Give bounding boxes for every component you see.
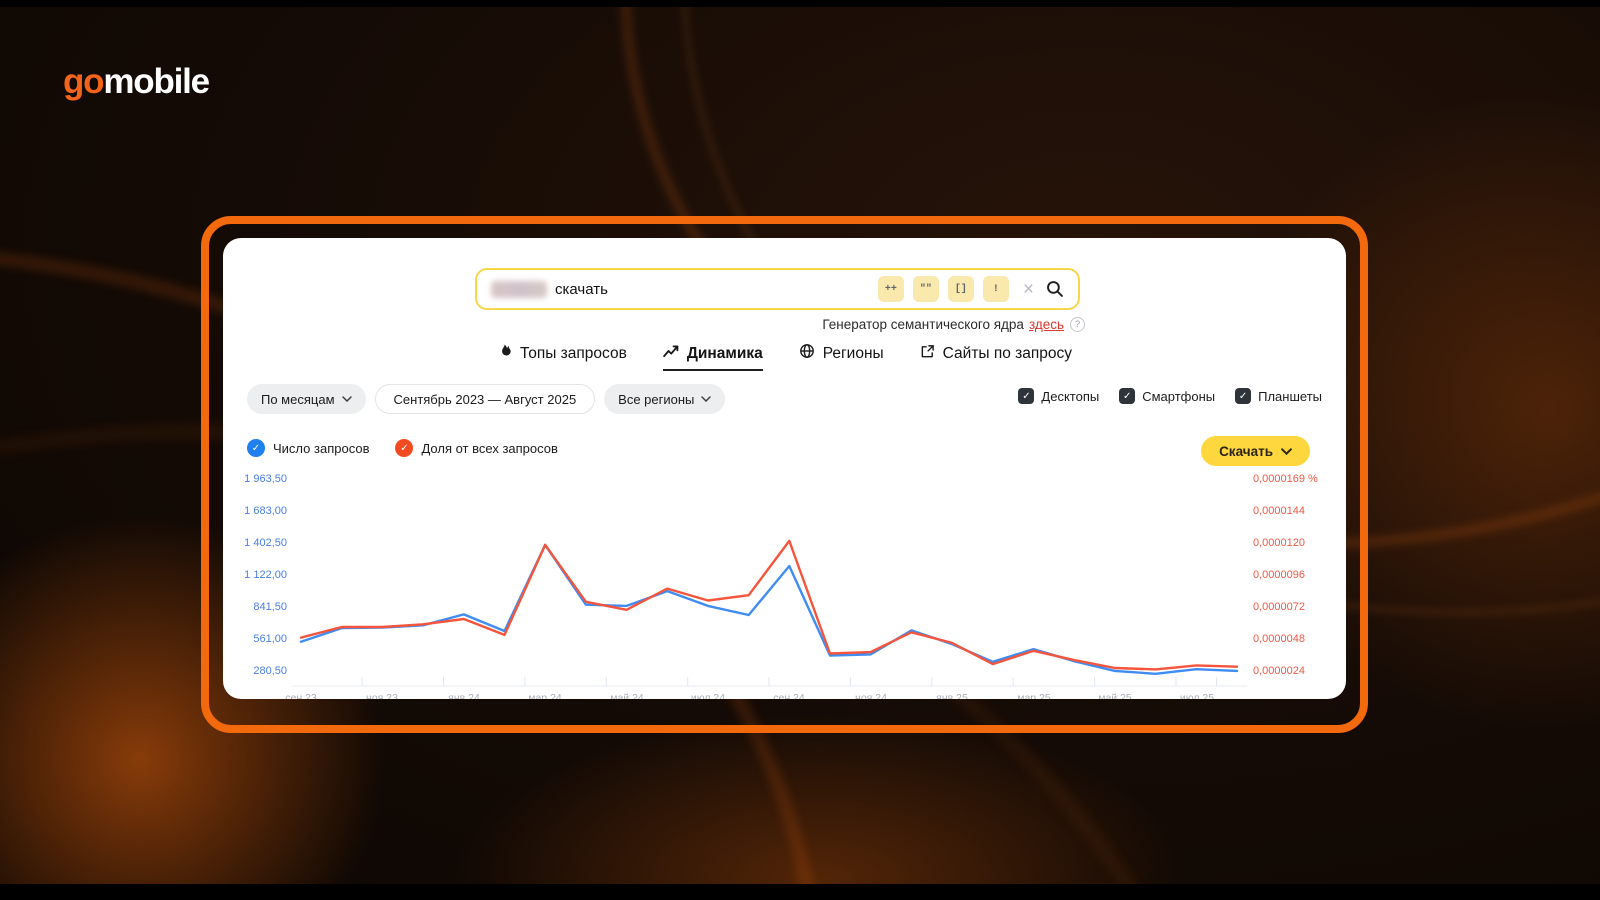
generator-link[interactable]: здесь — [1028, 317, 1064, 332]
left-axis-tick: 561,00 — [253, 633, 287, 645]
region-dropdown[interactable]: Все регионы — [604, 384, 726, 414]
x-axis-tick: май 25 — [1098, 692, 1132, 699]
search-icon[interactable] — [1046, 280, 1064, 298]
legend-query-count-toggle[interactable]: ✓ Число запросов — [247, 439, 369, 457]
filter-row: По месяцам Сентябрь 2023 — Август 2025 В… — [247, 384, 726, 414]
device-filters: ✓ Десктопы ✓ Смартфоны ✓ Планшеты — [1018, 388, 1322, 404]
x-axis-tick: мар 24 — [528, 692, 562, 699]
tab-dynamics[interactable]: Динамика — [662, 343, 763, 371]
checked-checkbox-icon: ✓ — [1119, 388, 1136, 404]
flame-icon — [497, 343, 512, 364]
right-axis-tick: 0,0000024 — [1253, 665, 1305, 677]
dynamics-chart-area: 1 963,50 1 683,00 1 402,50 1 122,00 841,… — [223, 470, 1346, 699]
tab-label: Топы запросов — [519, 344, 627, 362]
screenshot-frame: скачать ++ "" [] ! × Генератор семантиче… — [201, 216, 1368, 733]
right-axis-tick: 0,0000144 — [1253, 505, 1305, 517]
chevron-down-icon — [341, 396, 352, 402]
top-letterbox — [0, 0, 1600, 7]
download-button[interactable]: Скачать — [1201, 436, 1310, 466]
x-axis-tick: июл 24 — [690, 692, 726, 699]
search-input[interactable]: скачать ++ "" [] ! × — [475, 268, 1080, 310]
blue-check-icon: ✓ — [247, 439, 265, 457]
help-icon[interactable]: ? — [1070, 317, 1085, 332]
date-range-label: Сентябрь 2023 — Август 2025 — [393, 391, 577, 407]
checkbox-tablets[interactable]: ✓ Планшеты — [1235, 388, 1322, 404]
tab-label: Динамика — [686, 344, 763, 362]
chevron-down-icon — [701, 396, 712, 402]
x-axis-tick: ноя 24 — [855, 692, 887, 699]
left-axis-tick: 841,50 — [253, 601, 287, 613]
period-dropdown[interactable]: По месяцам — [247, 384, 366, 414]
device-label: Десктопы — [1041, 388, 1100, 404]
search-query-text: скачать — [555, 280, 608, 298]
semantic-core-generator-line: Генератор семантического ядра здесь ? — [822, 317, 1085, 332]
tab-label: Регионы — [822, 344, 884, 362]
x-axis-tick: июл 25 — [1179, 692, 1215, 699]
right-axis-tick: 0,0000120 — [1253, 537, 1305, 549]
globe-icon — [799, 343, 815, 364]
tab-top-queries[interactable]: Топы запросов — [497, 343, 627, 371]
generator-text: Генератор семантического ядра — [822, 317, 1024, 332]
operator-exclamation-button[interactable]: ! — [982, 276, 1009, 302]
left-axis-tick: 1 122,00 — [244, 569, 287, 581]
period-label: По месяцам — [261, 391, 335, 407]
left-axis-tick: 1 402,50 — [244, 537, 287, 549]
device-label: Планшеты — [1258, 388, 1322, 404]
red-check-icon: ✓ — [395, 439, 414, 457]
trend-icon — [663, 344, 679, 363]
tab-sites-by-query[interactable]: Сайты по запросу — [920, 343, 1072, 371]
chart-legend: ✓ Число запросов ✓ Доля от всех запросов — [247, 439, 558, 457]
x-axis-tick: сен 24 — [773, 692, 805, 699]
date-range-picker[interactable]: Сентябрь 2023 — Август 2025 — [374, 384, 596, 414]
chevron-down-icon — [1281, 447, 1292, 455]
right-axis-tick: 0,0000048 — [1253, 633, 1305, 645]
checkbox-desktops[interactable]: ✓ Десктопы — [1018, 388, 1099, 404]
tab-label: Сайты по запросу — [942, 344, 1073, 362]
download-label: Скачать — [1219, 443, 1273, 459]
operator-brackets-button[interactable]: [] — [947, 276, 974, 302]
tab-bar: Топы запросов Динамика Регионы Сайты по … — [223, 343, 1346, 371]
checkbox-smartphones[interactable]: ✓ Смартфоны — [1119, 388, 1215, 404]
x-axis-tick: янв 25 — [936, 692, 968, 699]
left-axis-tick: 280,50 — [253, 665, 287, 677]
device-label: Смартфоны — [1142, 388, 1216, 404]
right-axis-tick: 0,0000169 % — [1253, 473, 1318, 485]
checked-checkbox-icon: ✓ — [1235, 388, 1252, 404]
operator-quotes-button[interactable]: "" — [912, 276, 939, 302]
clear-icon[interactable]: × — [1022, 278, 1034, 300]
x-axis-tick: сен 23 — [285, 692, 317, 699]
x-axis-tick: янв 24 — [448, 692, 480, 699]
logo-mobile: mobile — [103, 62, 210, 101]
dynamics-line-chart[interactable] — [291, 470, 1247, 699]
x-axis-tick: ноя 23 — [366, 692, 398, 699]
checked-checkbox-icon: ✓ — [1018, 388, 1035, 404]
right-axis-tick: 0,0000072 — [1253, 601, 1305, 613]
wordstat-card: скачать ++ "" [] ! × Генератор семантиче… — [223, 238, 1346, 699]
gomobile-logo: gomobile — [63, 62, 210, 102]
region-label: Все регионы — [618, 391, 695, 407]
left-axis-tick: 1 963,50 — [244, 473, 287, 485]
bottom-letterbox — [0, 884, 1600, 900]
external-link-icon — [920, 344, 935, 364]
redacted-query-blur — [491, 280, 547, 298]
x-axis-tick: май 24 — [610, 692, 644, 699]
legend-share-toggle[interactable]: ✓ Доля от всех запросов — [395, 439, 558, 457]
x-axis-tick: мар 25 — [1017, 692, 1051, 699]
operator-plus-button[interactable]: ++ — [877, 276, 904, 302]
left-axis-tick: 1 683,00 — [244, 505, 287, 517]
legend-label: Доля от всех запросов — [421, 440, 558, 456]
legend-label: Число запросов — [273, 440, 370, 456]
right-axis-tick: 0,0000096 — [1253, 569, 1305, 581]
tab-regions[interactable]: Регионы — [799, 343, 884, 371]
logo-go: go — [63, 62, 105, 101]
